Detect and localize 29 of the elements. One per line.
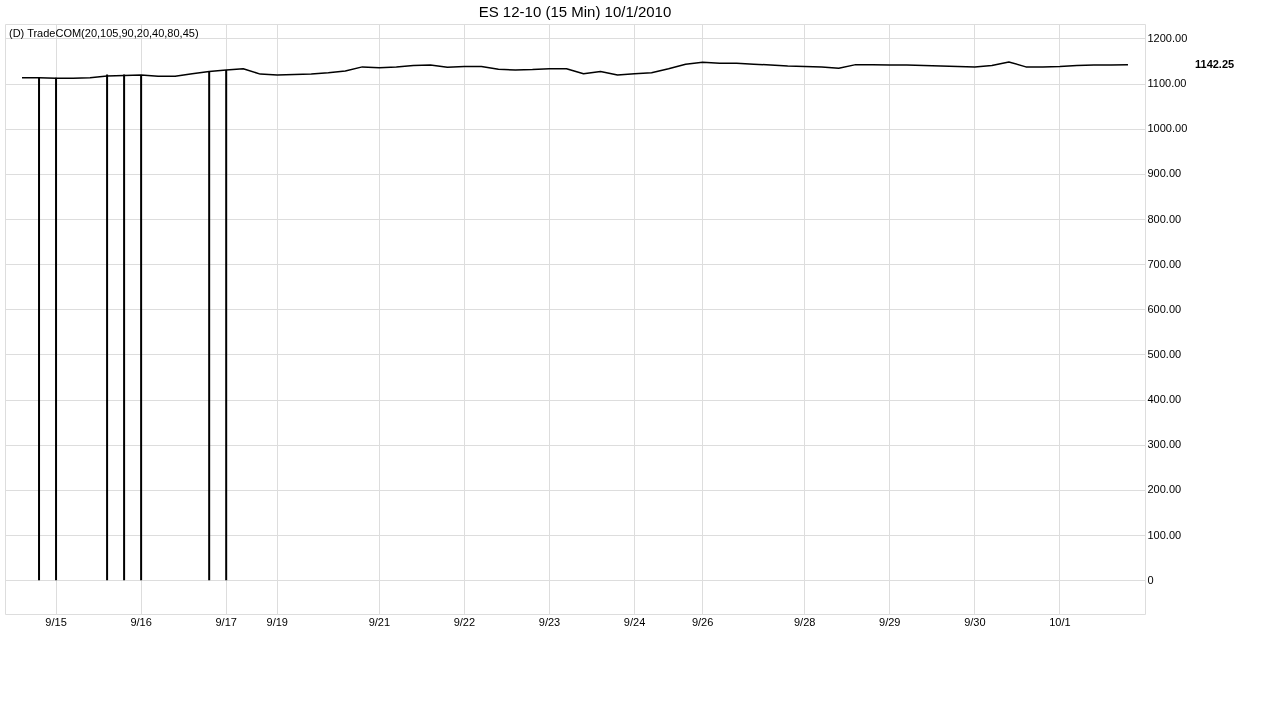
y-tick-label: 800.00 xyxy=(1147,212,1182,225)
annotation: (D) TradeCOM(20,105,90,20,40,80,45) xyxy=(9,27,199,39)
x-tick-label: 9/30 xyxy=(964,615,986,628)
y-tick-label: 0 xyxy=(1147,573,1154,586)
x-tick-label: 9/29 xyxy=(879,615,901,628)
y-tick-label: 700.00 xyxy=(1147,257,1182,270)
x-tick-label: 9/28 xyxy=(793,615,816,628)
y-tick-label: 1200.00 xyxy=(1147,31,1188,44)
text: 1142.25 xyxy=(1195,57,1235,70)
y-tick-label: 1100.00 xyxy=(1147,77,1187,90)
x-tick-label: 9/26 xyxy=(691,615,714,628)
y-tick-label: 400.00 xyxy=(1147,393,1182,406)
x-tick-label: 9/17 xyxy=(215,615,237,628)
y-tick-label: 200.00 xyxy=(1147,483,1182,496)
x-tick-label: 9/19 xyxy=(266,615,288,628)
chart-title: ES 12-10 (15 Min) 10/1/2010 xyxy=(478,3,672,20)
x-tick-label: 9/22 xyxy=(453,615,476,628)
y-tick-label: 1000.00 xyxy=(1147,122,1188,135)
x-tick-label: 9/15 xyxy=(45,615,67,628)
y-tick-label: 300.00 xyxy=(1147,438,1182,451)
x-tick-label: 10/1 xyxy=(1049,615,1071,628)
y-tick-label: 500.00 xyxy=(1147,347,1182,360)
x-tick-label: 9/23 xyxy=(538,615,561,628)
y-tick-label: 600.00 xyxy=(1147,302,1182,315)
x-tick-label: 9/16 xyxy=(130,615,152,628)
x-tick-label: 9/24 xyxy=(623,615,646,628)
x-tick-label: 9/21 xyxy=(368,615,391,628)
y-tick-label: 900.00 xyxy=(1147,167,1182,180)
y-tick-label: 100.00 xyxy=(1147,528,1182,541)
